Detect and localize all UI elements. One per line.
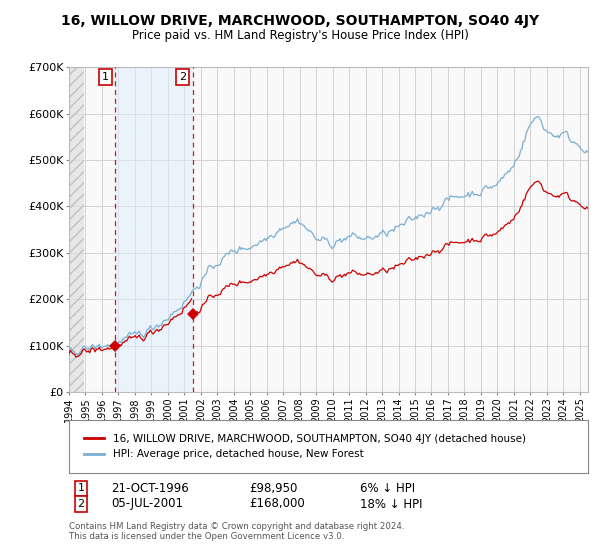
Text: 16, WILLOW DRIVE, MARCHWOOD, SOUTHAMPTON, SO40 4JY: 16, WILLOW DRIVE, MARCHWOOD, SOUTHAMPTON… [61, 14, 539, 28]
Text: 18% ↓ HPI: 18% ↓ HPI [360, 497, 422, 511]
Text: 21-OCT-1996: 21-OCT-1996 [111, 482, 189, 495]
Text: 05-JUL-2001: 05-JUL-2001 [111, 497, 183, 511]
Text: £98,950: £98,950 [249, 482, 298, 495]
Text: Price paid vs. HM Land Registry's House Price Index (HPI): Price paid vs. HM Land Registry's House … [131, 29, 469, 42]
Bar [115, 67, 193, 392]
Text: 2: 2 [179, 72, 186, 82]
Text: £168,000: £168,000 [249, 497, 305, 511]
Text: 1: 1 [102, 72, 109, 82]
Text: Contains HM Land Registry data © Crown copyright and database right 2024.
This d: Contains HM Land Registry data © Crown c… [69, 522, 404, 542]
Text: 2: 2 [77, 499, 85, 509]
Bar [69, 67, 84, 392]
Text: 1: 1 [77, 483, 85, 493]
Text: 6% ↓ HPI: 6% ↓ HPI [360, 482, 415, 495]
Legend: 16, WILLOW DRIVE, MARCHWOOD, SOUTHAMPTON, SO40 4JY (detached house), HPI: Averag: 16, WILLOW DRIVE, MARCHWOOD, SOUTHAMPTON… [79, 430, 530, 463]
